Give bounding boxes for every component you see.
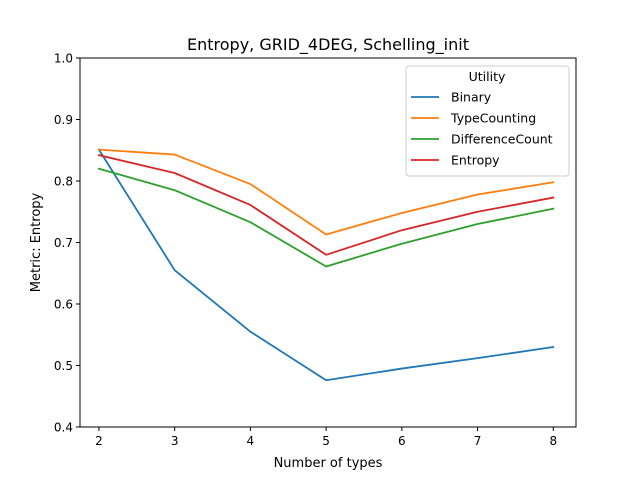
- y-tick-label: 0.8: [54, 175, 73, 189]
- y-tick-label: 0.9: [54, 113, 73, 127]
- x-axis-label: Number of types: [274, 456, 383, 471]
- y-tick-label: 0.6: [54, 298, 73, 312]
- legend: Utility Binary TypeCounting DifferenceCoun…: [405, 65, 570, 177]
- y-tick-label: 1.0: [54, 52, 73, 66]
- x-axis-ticks: 2 3 4 5 6 7 8: [95, 427, 557, 448]
- x-tick-label: 6: [398, 434, 406, 448]
- series-line-differencecount: [97, 167, 555, 268]
- series-line-typecounting: [97, 148, 555, 236]
- legend-entry-label: TypeCounting: [450, 111, 536, 126]
- y-tick-label: 0.5: [54, 359, 73, 373]
- x-tick-label: 5: [322, 434, 330, 448]
- chart-title: Entropy, GRID_4DEG, Schelling_init: [187, 35, 469, 55]
- x-tick-label: 3: [171, 434, 179, 448]
- y-tick-label: 0.4: [54, 421, 73, 435]
- y-axis-label: Metric: Entropy: [29, 192, 44, 292]
- y-tick-label: 0.7: [54, 236, 73, 250]
- x-tick-label: 8: [549, 434, 557, 448]
- y-axis-ticks: 0.4 0.5 0.6 0.7 0.8 0.9 1.0: [54, 52, 80, 435]
- x-tick-label: 4: [247, 434, 255, 448]
- legend-title: Utility: [469, 69, 506, 84]
- x-tick-label: 2: [95, 434, 103, 448]
- series-line-binary: [97, 148, 555, 382]
- legend-box: [405, 65, 570, 177]
- series-layer: [97, 148, 555, 382]
- x-tick-label: 7: [474, 434, 482, 448]
- legend-entry-label: Binary: [451, 90, 492, 105]
- legend-entry-label: Entropy: [451, 153, 500, 168]
- series-line-entropy: [97, 154, 555, 256]
- legend-entry-label: DifferenceCount: [451, 132, 553, 147]
- legend-entries: Binary TypeCounting DifferenceCount Entropy: [411, 90, 553, 168]
